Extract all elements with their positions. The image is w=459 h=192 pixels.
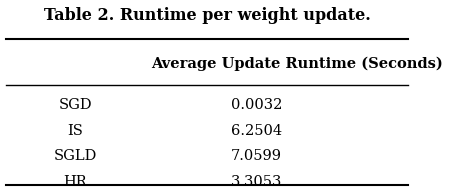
Text: SGLD: SGLD [54,149,97,163]
Text: Table 2. Runtime per weight update.: Table 2. Runtime per weight update. [44,7,369,24]
Text: HR: HR [63,175,87,189]
Text: 6.2504: 6.2504 [230,124,281,138]
Text: 7.0599: 7.0599 [230,149,281,163]
Text: 3.3053: 3.3053 [230,175,281,189]
Text: 0.0032: 0.0032 [230,98,281,112]
Text: SGD: SGD [58,98,92,112]
Text: Average Update Runtime (Seconds): Average Update Runtime (Seconds) [151,56,442,71]
Text: IS: IS [67,124,83,138]
